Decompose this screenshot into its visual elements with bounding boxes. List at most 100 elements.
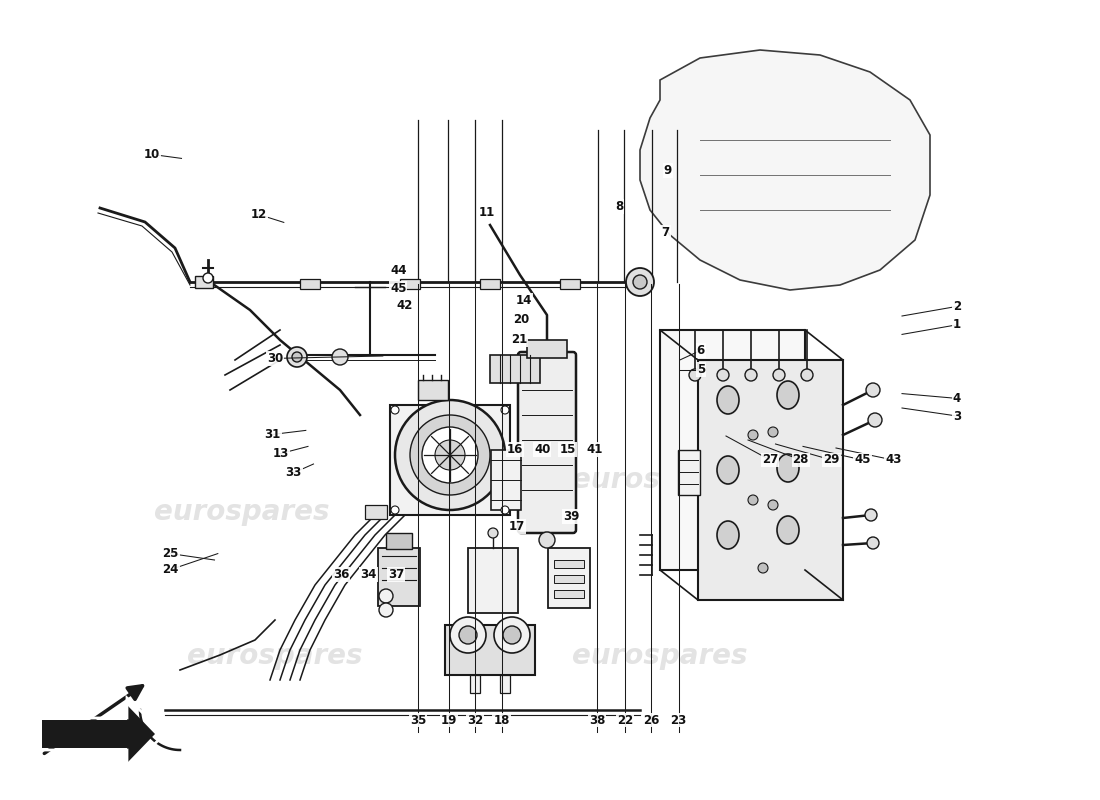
Text: 10: 10 [144, 148, 159, 161]
Circle shape [801, 369, 813, 381]
Bar [386, 533, 412, 549]
Text: 19: 19 [441, 714, 456, 726]
Bar [678, 450, 700, 495]
Bar [500, 675, 510, 693]
Bar [560, 279, 580, 289]
Bar [418, 380, 448, 400]
Circle shape [379, 603, 393, 617]
Circle shape [459, 626, 477, 644]
Text: 1: 1 [953, 318, 961, 331]
Text: 15: 15 [560, 443, 575, 456]
Circle shape [773, 369, 785, 381]
Text: 43: 43 [886, 454, 901, 466]
Circle shape [410, 415, 490, 495]
Text: 24: 24 [163, 563, 178, 576]
Bar [365, 505, 387, 519]
Circle shape [768, 427, 778, 437]
Circle shape [503, 626, 521, 644]
Circle shape [204, 273, 213, 283]
Text: 32: 32 [468, 714, 483, 726]
Text: 29: 29 [824, 454, 839, 466]
Text: 8: 8 [615, 200, 624, 213]
Bar [468, 548, 518, 613]
Circle shape [768, 500, 778, 510]
Text: 11: 11 [480, 206, 495, 218]
Ellipse shape [717, 456, 739, 484]
Text: 37: 37 [388, 568, 404, 581]
Ellipse shape [777, 454, 799, 482]
Ellipse shape [777, 381, 799, 409]
Text: 45: 45 [854, 454, 871, 466]
Circle shape [422, 427, 478, 483]
Bar [490, 355, 540, 383]
Text: 13: 13 [273, 447, 288, 460]
Text: 18: 18 [494, 714, 509, 726]
Ellipse shape [717, 521, 739, 549]
Circle shape [748, 430, 758, 440]
Circle shape [390, 406, 399, 414]
Text: 25: 25 [163, 547, 178, 560]
Circle shape [626, 268, 654, 296]
Bar [390, 405, 510, 515]
Text: 3: 3 [953, 410, 961, 422]
Text: 9: 9 [663, 164, 672, 177]
Text: 16: 16 [507, 443, 522, 456]
Bar [554, 560, 584, 568]
Text: 12: 12 [251, 208, 266, 221]
Circle shape [488, 528, 498, 538]
Circle shape [868, 413, 882, 427]
Circle shape [866, 383, 880, 397]
Polygon shape [640, 50, 930, 290]
Bar [491, 450, 521, 510]
Text: eurospares: eurospares [572, 466, 748, 494]
Circle shape [500, 406, 509, 414]
Text: 38: 38 [590, 714, 605, 726]
Bar [400, 279, 420, 289]
Text: 44: 44 [389, 264, 407, 277]
Circle shape [867, 537, 879, 549]
Circle shape [450, 617, 486, 653]
Circle shape [379, 589, 393, 603]
Bar [548, 548, 590, 608]
Text: 41: 41 [587, 443, 603, 456]
Text: 7: 7 [661, 226, 670, 238]
Text: 28: 28 [793, 454, 808, 466]
Bar [660, 330, 805, 570]
Bar [554, 590, 584, 598]
Circle shape [758, 563, 768, 573]
Text: 42: 42 [397, 299, 412, 312]
Circle shape [395, 400, 505, 510]
Bar [195, 276, 213, 288]
Circle shape [494, 617, 530, 653]
Bar [554, 575, 584, 583]
Circle shape [287, 347, 307, 367]
Text: 4: 4 [953, 392, 961, 405]
Bar [527, 340, 566, 358]
Ellipse shape [717, 386, 739, 414]
Text: 33: 33 [286, 466, 301, 479]
Text: 35: 35 [410, 714, 426, 726]
Circle shape [332, 349, 348, 365]
Bar [378, 548, 420, 606]
Circle shape [390, 506, 399, 514]
Text: eurospares: eurospares [154, 498, 330, 526]
Circle shape [632, 275, 647, 289]
Text: 17: 17 [509, 520, 525, 533]
Text: 20: 20 [514, 313, 529, 326]
Bar [300, 279, 320, 289]
Circle shape [539, 532, 556, 548]
Text: 34: 34 [361, 568, 376, 581]
Bar [698, 360, 843, 600]
Text: 40: 40 [535, 443, 550, 456]
Text: 21: 21 [512, 333, 527, 346]
Bar [480, 279, 501, 289]
Text: 30: 30 [267, 352, 283, 365]
Text: 22: 22 [617, 714, 632, 726]
Text: 23: 23 [671, 714, 686, 726]
Circle shape [292, 352, 302, 362]
Text: 6: 6 [696, 344, 705, 357]
Text: 2: 2 [953, 300, 961, 313]
Text: eurospares: eurospares [572, 642, 748, 670]
FancyBboxPatch shape [518, 352, 576, 533]
Bar [42, 720, 127, 748]
